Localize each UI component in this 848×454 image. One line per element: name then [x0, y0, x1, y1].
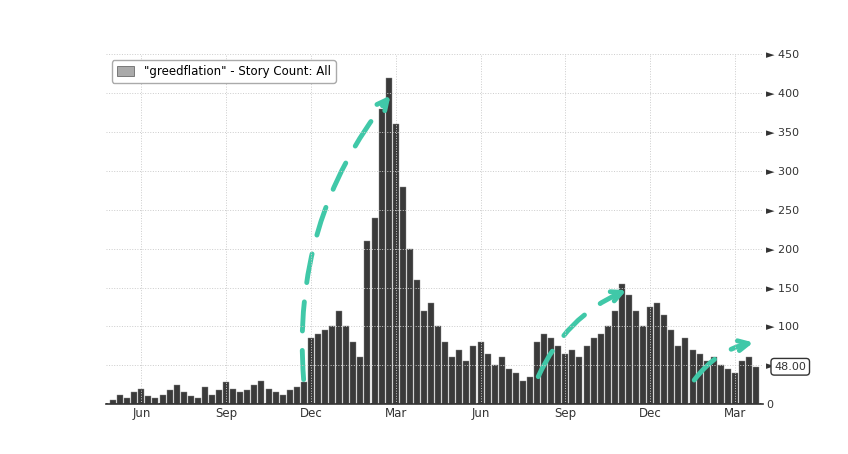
- Bar: [499, 357, 505, 404]
- Bar: [471, 346, 477, 404]
- Bar: [548, 338, 555, 404]
- Bar: [421, 311, 427, 404]
- Bar: [414, 280, 420, 404]
- Bar: [343, 326, 349, 404]
- Bar: [555, 346, 561, 404]
- Bar: [209, 395, 215, 404]
- Bar: [611, 311, 618, 404]
- Bar: [329, 326, 335, 404]
- Bar: [442, 342, 449, 404]
- Bar: [583, 346, 589, 404]
- Bar: [153, 398, 159, 404]
- Bar: [166, 390, 173, 404]
- Bar: [704, 361, 710, 404]
- Bar: [477, 342, 483, 404]
- Bar: [725, 369, 731, 404]
- Bar: [449, 357, 455, 404]
- Bar: [159, 395, 165, 404]
- Bar: [251, 385, 258, 404]
- Bar: [357, 357, 364, 404]
- Bar: [371, 217, 377, 404]
- Bar: [187, 396, 194, 404]
- Bar: [265, 389, 271, 404]
- Bar: [569, 350, 576, 404]
- Legend: "greedflation" - Story Count: All: "greedflation" - Story Count: All: [112, 60, 336, 83]
- Bar: [661, 315, 667, 404]
- Bar: [174, 385, 180, 404]
- Bar: [350, 342, 356, 404]
- Bar: [527, 377, 533, 404]
- FancyArrowPatch shape: [302, 100, 387, 380]
- Bar: [399, 187, 406, 404]
- Bar: [513, 373, 519, 404]
- FancyArrowPatch shape: [538, 292, 622, 377]
- Bar: [393, 124, 399, 404]
- Bar: [428, 303, 434, 404]
- Bar: [301, 382, 307, 404]
- Bar: [259, 381, 265, 404]
- Text: 48.00: 48.00: [774, 362, 806, 372]
- Bar: [293, 387, 300, 404]
- Bar: [689, 350, 695, 404]
- Bar: [244, 390, 250, 404]
- Bar: [237, 392, 243, 404]
- Bar: [711, 357, 717, 404]
- Bar: [753, 367, 759, 404]
- Bar: [138, 389, 144, 404]
- Bar: [505, 369, 512, 404]
- Bar: [598, 334, 604, 404]
- Bar: [117, 395, 123, 404]
- Bar: [456, 350, 462, 404]
- Bar: [492, 365, 498, 404]
- Bar: [520, 381, 526, 404]
- Bar: [223, 382, 229, 404]
- Bar: [717, 365, 724, 404]
- Bar: [365, 241, 371, 404]
- Bar: [534, 342, 540, 404]
- Bar: [145, 396, 152, 404]
- Bar: [110, 400, 116, 404]
- Bar: [633, 311, 639, 404]
- Bar: [605, 326, 611, 404]
- Bar: [463, 361, 470, 404]
- Bar: [195, 398, 201, 404]
- Bar: [732, 373, 738, 404]
- Bar: [181, 392, 187, 404]
- Bar: [435, 326, 441, 404]
- Bar: [619, 284, 625, 404]
- Bar: [386, 78, 392, 404]
- Bar: [216, 390, 222, 404]
- Bar: [315, 334, 321, 404]
- Bar: [407, 249, 413, 404]
- Bar: [322, 330, 328, 404]
- Bar: [378, 109, 385, 404]
- Bar: [640, 326, 646, 404]
- Bar: [541, 334, 547, 404]
- Bar: [562, 354, 568, 404]
- Bar: [336, 311, 343, 404]
- Bar: [272, 392, 279, 404]
- Bar: [668, 330, 674, 404]
- Bar: [131, 392, 137, 404]
- Bar: [590, 338, 597, 404]
- Bar: [626, 295, 632, 404]
- Bar: [746, 357, 752, 404]
- Bar: [202, 387, 208, 404]
- Bar: [308, 338, 314, 404]
- FancyArrowPatch shape: [695, 341, 748, 380]
- Bar: [124, 398, 131, 404]
- Bar: [280, 395, 286, 404]
- Bar: [739, 361, 745, 404]
- Bar: [577, 357, 583, 404]
- Bar: [230, 389, 237, 404]
- Bar: [484, 354, 491, 404]
- Bar: [675, 346, 682, 404]
- Bar: [696, 354, 703, 404]
- Bar: [683, 338, 689, 404]
- Bar: [647, 307, 653, 404]
- Bar: [287, 390, 293, 404]
- Bar: [654, 303, 661, 404]
